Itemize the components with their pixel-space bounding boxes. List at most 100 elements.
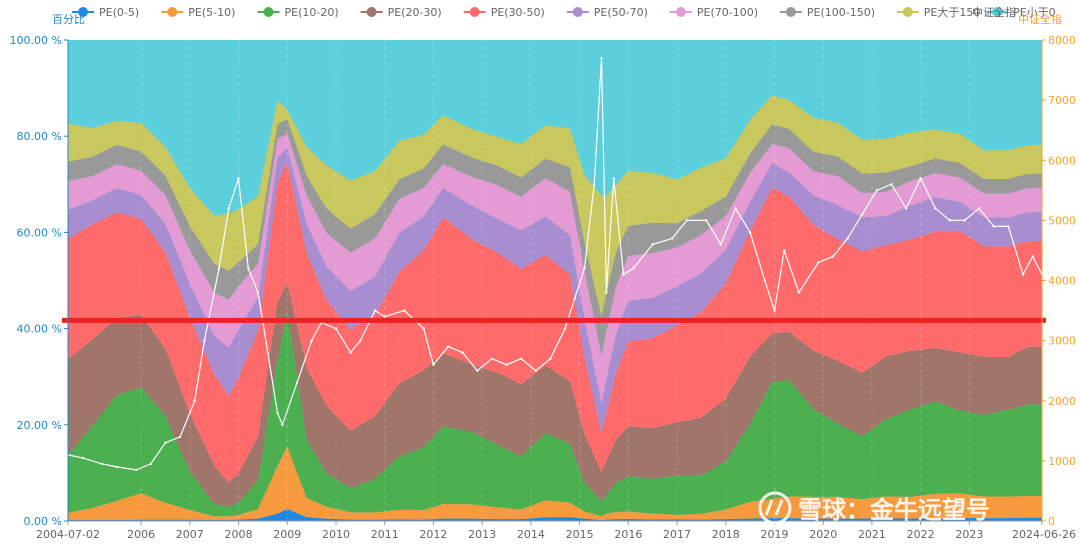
y-tick-label-right: 2000 [1048,395,1076,408]
index-point [600,56,603,60]
index-point [734,207,737,210]
legend-item[interactable]: PE(30-50) [463,6,545,19]
y-tick-label-left: 20.00 % [17,419,62,432]
plot-area [62,40,1046,521]
y-tick-label-right: 3000 [1048,335,1076,348]
index-point [227,207,230,210]
index-point [432,363,435,366]
area-series [68,40,1042,216]
x-tick-label: 2024-06-26 [1012,528,1076,541]
index-point [402,309,406,312]
index-point [422,327,425,330]
legend-marker [469,7,480,17]
legend-item[interactable]: PE(50-70) [566,6,648,19]
y-tick-label-right: 0 [1048,515,1055,528]
index-point [549,357,552,360]
index-point [783,249,786,252]
legend-item[interactable]: PE大于150 [896,5,981,19]
x-tick-label: 2009 [273,528,301,541]
x-tick-label: 2020 [809,528,837,541]
legend-label: PE(50-70) [594,6,648,19]
index-point [846,237,849,240]
index-point [373,309,377,312]
x-tick-label: 2007 [176,528,204,541]
index-point [919,177,922,180]
legend-label: PE(30-50) [491,6,545,19]
snowball-logo-icon [758,491,792,525]
index-point [266,351,269,354]
legend-item[interactable]: PE(0-5) [72,6,139,19]
watermark: 雪球：金牛远望号 [758,491,990,525]
legend-label: PE大于150 [924,5,981,19]
index-point [461,351,464,354]
y-axis-right-title: 中证全指 [1018,12,1062,26]
legend-item[interactable]: PE(70-100) [669,6,758,19]
area-series [68,148,1042,434]
x-tick-label: 2023 [955,528,983,541]
x-tick-label: 2012 [419,528,447,541]
index-point [1031,255,1034,258]
index-point [193,399,196,402]
index-point [295,381,299,384]
index-point [719,243,723,246]
snowball-logo-mark [764,499,784,516]
index-point [1021,273,1025,276]
index-point [817,261,820,264]
index-point [583,267,586,270]
index-point [203,339,206,342]
index-point [992,225,995,228]
index-point [446,345,450,348]
index-point [149,462,153,466]
y-tick-label-left: 100.00 % [10,34,62,47]
chart-legend: PE(0-5) PE(5-10) PE(10-20) PE(20-30) PE(30-5… [72,5,1056,19]
index-point [773,309,776,312]
index-point [861,213,864,216]
legend-item[interactable]: 中证全指 [972,5,1016,19]
x-tick-label: 2017 [663,528,691,541]
index-point [748,231,752,234]
x-tick-label: 2010 [322,528,350,541]
legend-item[interactable]: PE(20-30) [360,6,442,19]
legend-marker [167,7,178,17]
legend-item[interactable]: PE小于0 [986,6,1056,19]
index-point [217,267,221,270]
legend-label: PE(0-5) [99,6,139,19]
area-series [68,133,1042,405]
y-axis-left-title: 百分比 [52,13,85,26]
x-tick-label: 2014 [517,528,545,541]
index-point [519,357,523,360]
legend-label: PE小于0 [1013,6,1056,19]
index-point [1007,225,1010,228]
y-tick-label-right: 5000 [1048,214,1076,227]
y-tick-label-right: 7000 [1048,94,1076,107]
index-point [359,339,362,342]
index-point [612,177,615,180]
index-point [831,255,835,258]
y-tick-label-left: 0.00 % [24,515,62,528]
y-tick-label-right: 8000 [1048,34,1076,47]
watermark-logo [758,491,792,525]
index-point [490,357,494,360]
y-tick-label-right: 6000 [1048,154,1076,167]
y-tick-label-right: 4000 [1048,275,1076,288]
area-series [68,509,1042,521]
index-point [349,351,352,354]
x-tick-label: 2018 [712,528,740,541]
watermark-text: 雪球：金牛远望号 [798,496,990,524]
x-tick-label: 2022 [907,528,935,541]
index-point [875,189,879,192]
y-tick-label-left: 60.00 % [17,226,62,239]
x-tick-label: 2016 [614,528,642,541]
legend-marker [992,7,1003,17]
x-tick-label: 2019 [761,528,789,541]
index-point [256,291,260,294]
index-point [334,327,338,330]
y-tick-label-right: 1000 [1048,455,1076,468]
area-series [68,95,1042,317]
legend-label: PE(10-20) [285,6,339,19]
index-point [115,465,118,469]
legend-item[interactable]: PE(10-20) [257,6,339,19]
legend-item[interactable]: PE(100-150) [779,6,875,19]
legend-item[interactable]: PE(5-10) [161,6,235,19]
index-point [534,369,537,372]
